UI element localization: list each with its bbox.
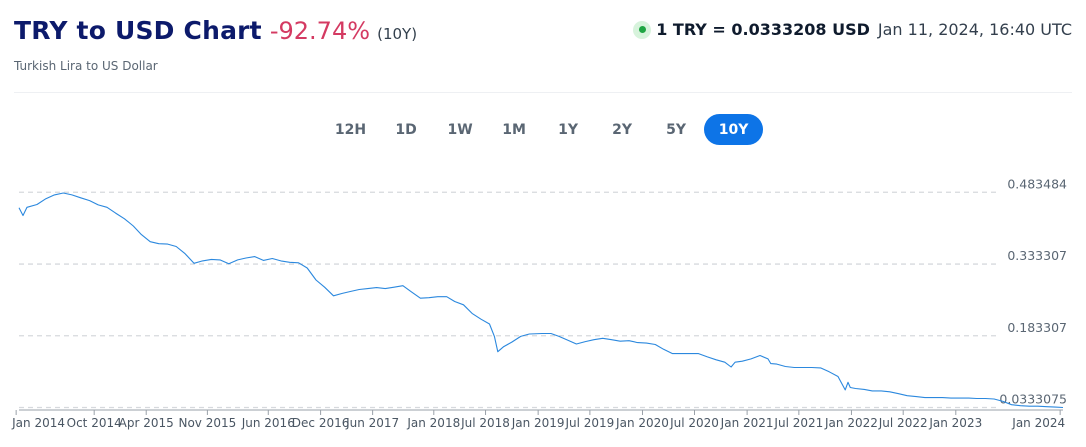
range-button-5y[interactable]: 5Y <box>666 121 687 138</box>
live-dot-icon <box>633 20 652 39</box>
x-tick-label: Jan 2018 <box>406 416 460 430</box>
x-tick-label: Nov 2015 <box>178 416 236 430</box>
range-button-12h[interactable]: 12H <box>334 121 367 138</box>
period-label: (10Y) <box>377 25 418 43</box>
chart-series <box>18 192 1064 409</box>
y-tick-label: 0.333307 <box>1007 248 1067 263</box>
chart-grid <box>19 191 1000 409</box>
x-tick-label: Jan 2024 <box>1011 416 1065 430</box>
range-button-1y[interactable]: 1Y <box>558 121 579 138</box>
x-tick-label: Dec 2016 <box>292 416 350 430</box>
range-button-1m[interactable]: 1M <box>502 121 526 138</box>
range-button-1w[interactable]: 1W <box>447 121 473 138</box>
x-tick-label: Apr 2015 <box>119 416 174 430</box>
current-rate: 1 TRY = 0.0333208 USD Jan 11, 2024, 16:4… <box>633 20 1072 39</box>
x-tick-label: Jun 2017 <box>345 416 399 430</box>
range-button-1d[interactable]: 1D <box>395 121 417 138</box>
x-tick-label: Jan 2014 <box>11 416 65 430</box>
percent-change: -92.74% <box>269 17 371 45</box>
live-dot-core <box>638 26 646 33</box>
x-tick-label: Jul 2020 <box>669 416 719 430</box>
series-line <box>18 192 1064 409</box>
page-title: TRY to USD Chart <box>14 16 262 45</box>
title-row: TRY to USD Chart -92.74% (10Y) <box>14 16 417 45</box>
y-tick-label: 0.483484 <box>1007 176 1067 191</box>
range-button-2y[interactable]: 2Y <box>612 121 633 138</box>
x-tick-label: Jul 2019 <box>564 416 614 430</box>
y-tick-label: 0.183307 <box>1007 320 1067 335</box>
rate-timestamp: Jan 11, 2024, 16:40 UTC <box>877 20 1072 39</box>
y-axis-labels: 0.483484 0.333307 0.183307 0.0333075 <box>999 176 1067 406</box>
x-tick-label: Jan 2023 <box>928 416 982 430</box>
x-tick-label: Jul 2021 <box>773 416 823 430</box>
range-button-10y[interactable]: 10Y <box>704 114 764 145</box>
x-tick-label: Jul 2022 <box>878 416 928 430</box>
x-tick-label: Jan 2021 <box>720 416 774 430</box>
y-tick-label: 0.0333075 <box>999 391 1067 406</box>
x-tick-label: Jan 2019 <box>511 416 565 430</box>
x-tick-label: Jun 2016 <box>241 416 295 430</box>
exchange-rate-chart: 0.483484 0.333307 0.183307 0.0333075 Jan 20… <box>11 176 1067 430</box>
x-tick-label: Jul 2018 <box>460 416 510 430</box>
chart-header: TRY to USD Chart -92.74% (10Y) Turkish Li… <box>14 14 1072 78</box>
x-tick-label: Jan 2022 <box>824 416 878 430</box>
x-tick-label: Jan 2020 <box>615 416 669 430</box>
x-tick-label: Oct 2014 <box>67 416 122 430</box>
page-subtitle: Turkish Lira to US Dollar <box>14 59 158 73</box>
range-selector: 12H 1D 1W 1M 1Y 2Y 5Y 10Y <box>0 114 1086 145</box>
rate-value: 1 TRY = 0.0333208 USD <box>656 20 870 39</box>
header-divider <box>14 92 1072 93</box>
